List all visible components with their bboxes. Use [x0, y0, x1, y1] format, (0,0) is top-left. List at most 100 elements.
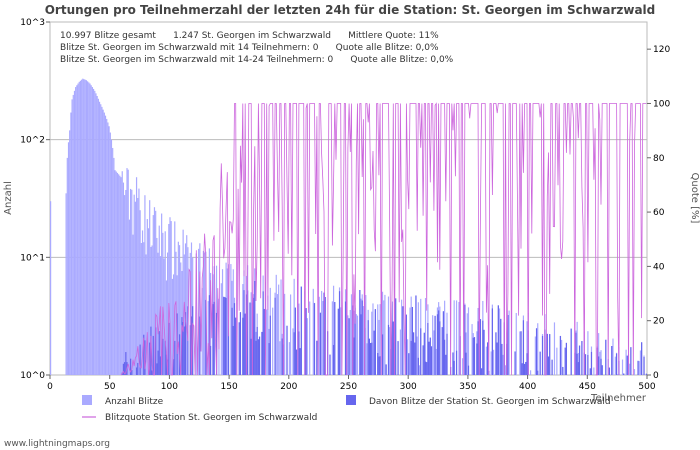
station-bar [551, 359, 553, 375]
total-bar [220, 283, 222, 375]
total-bar [621, 359, 624, 375]
x-tick-label: 450 [579, 382, 596, 392]
y-right-tick-label: 0 [653, 371, 659, 381]
total-bar [279, 341, 281, 375]
station-bar [525, 361, 527, 375]
station-bar [316, 340, 318, 375]
total-bar [276, 294, 279, 375]
total-bar [639, 350, 642, 375]
total-bar [88, 82, 90, 376]
station-bar [344, 301, 347, 375]
station-bar [361, 300, 363, 375]
total-bar [75, 87, 77, 375]
total-bar [109, 132, 111, 375]
station-bar [151, 370, 153, 375]
total-bar [155, 210, 157, 375]
station-bar [617, 374, 619, 375]
total-bar [138, 188, 140, 375]
station-bar [472, 337, 474, 375]
legend-quote-label: Blitzquote Station St. Georgen im Schwar… [105, 413, 317, 423]
total-bar [629, 363, 631, 375]
station-bar [434, 315, 436, 375]
station-bar [402, 306, 404, 375]
station-bar [549, 334, 551, 375]
station-bar [152, 335, 154, 375]
total-bar [180, 262, 182, 375]
total-bar [153, 207, 156, 375]
station-bar [445, 354, 447, 375]
total-bar [50, 201, 52, 375]
station-bar [391, 301, 393, 375]
station-bar [281, 338, 283, 375]
total-bar [433, 330, 435, 375]
station-bar [231, 307, 233, 375]
station-bar [482, 320, 484, 375]
total-bar [365, 295, 367, 375]
station-bar [589, 368, 591, 375]
station-bar [159, 356, 162, 375]
legend-station-swatch [346, 395, 356, 405]
station-bar [172, 359, 175, 375]
x-tick-label: 250 [340, 382, 357, 392]
total-bar [349, 309, 351, 375]
total-bar [498, 308, 501, 375]
station-bar [250, 338, 252, 375]
total-bar [77, 83, 79, 376]
station-bar [453, 360, 455, 375]
station-bar [491, 308, 493, 375]
total-bar [96, 96, 98, 376]
total-bar [169, 217, 171, 375]
station-bar [257, 339, 259, 375]
station-bar [436, 314, 439, 375]
station-bar [385, 364, 387, 375]
station-bar [412, 332, 415, 375]
station-bar [562, 366, 564, 375]
total-bar [135, 177, 138, 375]
station-bar [181, 317, 183, 375]
legend-total-label: Anzahl Blitze [105, 397, 164, 407]
station-bar [165, 354, 168, 375]
total-bar [147, 228, 150, 375]
station-bar [249, 302, 251, 375]
total-bar [485, 346, 488, 375]
station-bar [379, 356, 381, 375]
total-bar [107, 122, 109, 376]
x-tick-label: 200 [280, 382, 297, 392]
total-bar [121, 171, 123, 375]
station-bar [143, 334, 145, 375]
total-bar [119, 175, 121, 375]
total-bar [490, 351, 492, 375]
total-bar [593, 367, 595, 375]
station-bar [242, 317, 244, 375]
total-bar [221, 269, 224, 375]
total-bar [152, 215, 154, 375]
total-bar [69, 130, 71, 375]
total-bar [81, 79, 83, 376]
station-bar [239, 312, 242, 375]
total-bar [83, 79, 85, 375]
x-tick-label: 400 [519, 382, 536, 392]
total-bar [383, 300, 385, 375]
station-bar [125, 352, 127, 375]
total-bar [614, 356, 616, 375]
total-bar [292, 328, 294, 375]
total-bar [177, 241, 179, 375]
station-bar [615, 353, 618, 375]
footer-link[interactable]: www.lightningmaps.org [4, 439, 110, 449]
total-bar [306, 318, 308, 375]
station-bar [441, 327, 443, 375]
total-bar [115, 171, 117, 375]
station-bar [643, 356, 645, 375]
total-bar [133, 194, 135, 375]
total-bar [381, 291, 384, 375]
total-bar [189, 252, 191, 375]
total-bar [401, 299, 403, 375]
station-bar [427, 322, 429, 375]
total-bar [72, 94, 74, 376]
total-bar [139, 210, 141, 375]
x-tick-label: 150 [221, 382, 238, 392]
total-bar [587, 331, 589, 375]
chart-title: Ortungen pro Teilnehmerzahl der letzten … [45, 3, 656, 17]
station-bar [645, 373, 647, 375]
station-bar [209, 345, 212, 375]
